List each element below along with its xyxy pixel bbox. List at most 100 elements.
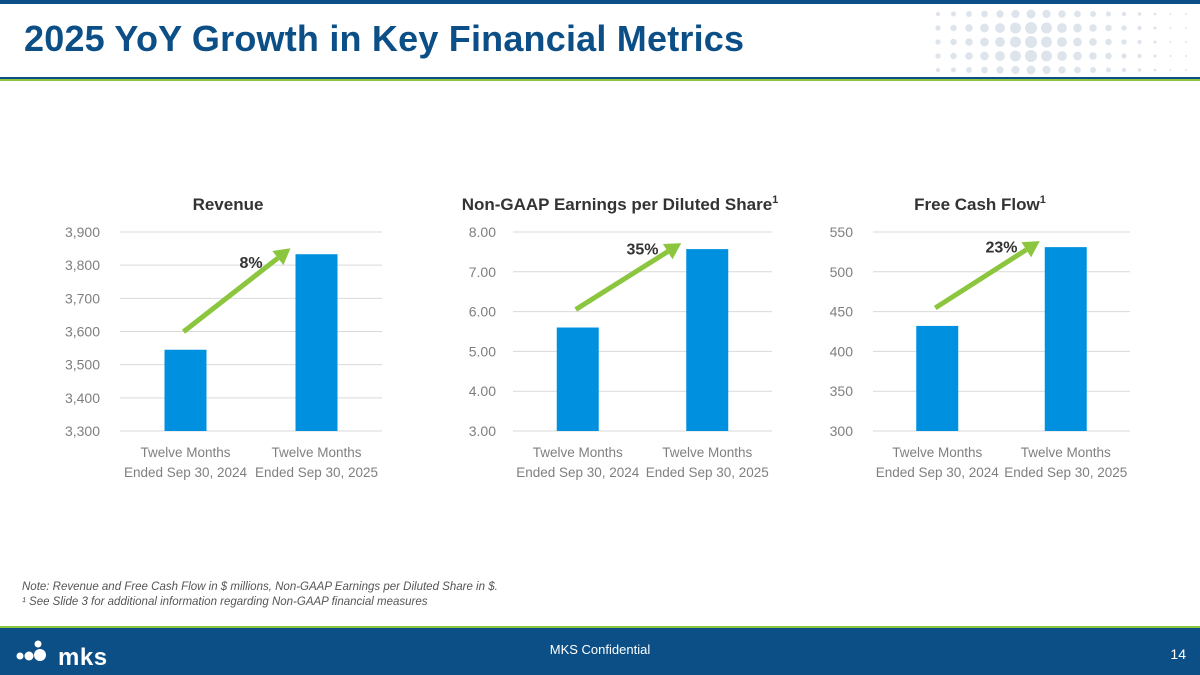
decorative-dot [1169, 27, 1172, 29]
decorative-dot [966, 11, 972, 17]
chart-3-ytick-label: 550 [830, 224, 854, 240]
chart-1-ytick-label: 3,300 [65, 423, 100, 439]
decorative-dot [1058, 10, 1066, 18]
decorative-dot [935, 25, 941, 31]
decorative-dot [1090, 67, 1096, 73]
decorative-dot [1025, 50, 1037, 62]
decorative-dot [1153, 26, 1157, 30]
decorative-dot [950, 52, 957, 60]
chart-2-ytick-label: 5.00 [469, 343, 496, 359]
decorative-dot [1121, 25, 1127, 31]
chart-2-growth-label: 35% [626, 241, 658, 258]
chart-1-ytick-label: 3,400 [65, 390, 100, 406]
decorative-dot [965, 38, 973, 46]
chart-3-title-text: Free Cash Flow [914, 195, 1040, 214]
decorative-dot [995, 23, 1005, 33]
decorative-dot [1185, 55, 1187, 57]
chart-1-category-label: Ended Sep 30, 2025 [255, 465, 378, 480]
chart-3-category-label: Ended Sep 30, 2024 [876, 465, 1000, 480]
decorative-dot [935, 11, 941, 17]
decorative-dot [950, 11, 957, 17]
decorative-dot [965, 24, 973, 32]
chart-2-bar-2 [686, 249, 729, 431]
decorative-dot [1105, 67, 1112, 73]
decorative-dot [1153, 40, 1157, 44]
decorative-dot-pattern [935, 9, 1187, 75]
footer-bar: mks MKS Confidential 14 [0, 628, 1200, 675]
decorative-dot [1137, 68, 1142, 72]
chart-3-growth-arrowhead [1021, 241, 1040, 258]
decorative-dot [1074, 10, 1081, 18]
chart-3-bar-1 [916, 325, 959, 431]
decorative-dot [1185, 27, 1187, 29]
chart-1-bar-1 [164, 349, 207, 431]
decorative-dot [1137, 39, 1142, 45]
chart-3-growth-label: 23% [985, 240, 1017, 257]
decorative-dot [996, 10, 1004, 18]
chart-3-growth-arrow [933, 247, 1028, 311]
decorative-dot [1041, 50, 1052, 62]
decorative-dot [1121, 11, 1127, 17]
decorative-dot [1185, 69, 1187, 71]
decorative-dot [996, 66, 1004, 74]
decorative-dot [1010, 50, 1021, 62]
chart-1-bar-2 [295, 254, 338, 431]
footnote-units: Note: Revenue and Free Cash Flow in $ mi… [22, 581, 498, 593]
chart-1-title: Revenue [193, 195, 264, 214]
page-title: 2025 YoY Growth in Key Financial Metrics [24, 18, 745, 59]
title-divider-accent [0, 79, 1200, 81]
decorative-dot [981, 66, 988, 74]
decorative-dot [1089, 24, 1097, 32]
chart-2-category-label: Ended Sep 30, 2024 [516, 465, 640, 480]
chart-1-ytick-label: 3,700 [65, 290, 100, 306]
chart-1-growth-arrowhead [272, 248, 291, 266]
decorative-dot [1074, 66, 1081, 74]
decorative-dot [980, 37, 989, 47]
chart-2-bar-1 [556, 327, 599, 431]
decorative-dot [1041, 22, 1052, 34]
chart-2-ytick-label: 7.00 [469, 264, 496, 280]
chart-1-category-label: Twelve Months [271, 445, 361, 460]
decorative-dot [1185, 41, 1187, 43]
chart-2-category-label: Ended Sep 30, 2025 [646, 465, 769, 480]
decorative-dot [1089, 38, 1097, 46]
decorative-dot [1025, 36, 1037, 48]
page-number: 14 [1170, 646, 1186, 662]
decorative-dot [950, 38, 957, 46]
decorative-dot [1137, 12, 1142, 16]
chart-2-title-superscript: 1 [772, 194, 778, 206]
decorative-dot [1185, 13, 1187, 15]
chart-3-category-label: Twelve Months [1021, 445, 1111, 460]
decorative-dot [935, 53, 941, 59]
decorative-dot [950, 67, 957, 73]
decorative-dot [1169, 69, 1172, 71]
chart-3-title: Free Cash Flow1 [914, 194, 1046, 214]
decorative-dot [1073, 23, 1082, 33]
decorative-dot [980, 23, 989, 33]
decorative-dot [1026, 9, 1036, 19]
chart-3-ytick-label: 350 [830, 383, 854, 399]
decorative-dot [935, 67, 941, 73]
decorative-dot [1105, 52, 1112, 60]
decorative-dot [1025, 22, 1037, 34]
decorative-dot [950, 24, 957, 32]
mks-logo: mks [16, 638, 107, 671]
decorative-dot [995, 37, 1005, 47]
logo-wordmark: mks [58, 644, 108, 671]
decorative-dot [1105, 11, 1112, 17]
footnote: Note: Revenue and Free Cash Flow in $ mi… [22, 580, 498, 610]
top-accent-bar [0, 0, 1200, 4]
decorative-dot [1042, 65, 1051, 75]
confidentiality-label: MKS Confidential [549, 642, 651, 657]
decorative-dot [1057, 37, 1067, 47]
decorative-dot [1057, 51, 1067, 61]
decorative-dot [1042, 9, 1051, 19]
decorative-dot [1121, 67, 1127, 73]
chart-3-category-label: Twelve Months [892, 445, 982, 460]
decorative-dot [966, 67, 972, 73]
decorative-dot [1137, 53, 1142, 59]
decorative-dot [965, 52, 973, 60]
chart-3-ytick-label: 400 [830, 343, 854, 359]
logo-dots-icon [16, 640, 46, 661]
chart-1-ytick-label: 3,500 [65, 357, 100, 373]
